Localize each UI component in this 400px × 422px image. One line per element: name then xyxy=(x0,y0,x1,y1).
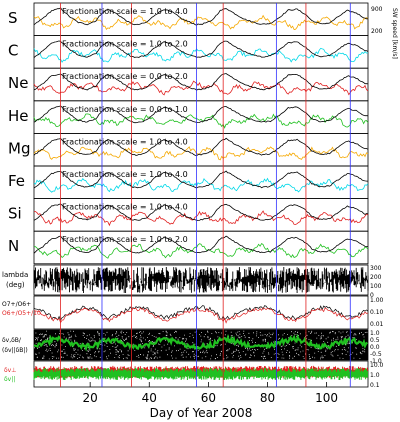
labels-group: S Fractionation scale = 1.0 to 4.0 C Fracti… xyxy=(2,6,398,389)
element-label-he: He xyxy=(8,107,29,125)
scale-label-s: Fractionation scale = 1.0 to 4.0 xyxy=(62,7,188,16)
ratio-tick-0: 10.0 xyxy=(370,362,384,369)
ratio-label-b: δv|| xyxy=(4,376,15,383)
fractionation-line-mg xyxy=(33,146,369,161)
x-tick-label-3: 80 xyxy=(260,391,275,405)
fractionation-line-s xyxy=(33,14,369,30)
x-axis-group: 20 40 60 80 100 Day of Year 2008 xyxy=(83,382,338,420)
ratio-label-a: δv⊥ xyxy=(4,367,16,374)
x-axis-label: Day of Year 2008 xyxy=(150,406,253,420)
scale-label-si: Fractionation scale = 1.0 to 4.0 xyxy=(62,203,188,212)
speed-line-fe xyxy=(33,170,368,189)
oxygen-tick-0: 1.00 xyxy=(370,297,384,304)
speed-tick-200: 200 xyxy=(371,28,383,35)
dv-tick-4: -1.0 xyxy=(370,358,382,365)
lambda-tick-3: 0 xyxy=(370,292,374,299)
fractionation-line-fe xyxy=(33,177,369,193)
ratio-tick-1: 1.0 xyxy=(370,372,380,379)
speed-tick-900: 900 xyxy=(371,6,383,13)
panels-group xyxy=(33,2,369,388)
x-tick-label-1: 40 xyxy=(142,391,157,405)
fractionation-line-ne xyxy=(33,80,369,96)
x-tick-label-0: 20 xyxy=(83,391,98,405)
element-label-c: C xyxy=(8,42,18,60)
element-label-si: Si xyxy=(8,205,22,223)
fractionation-line-c xyxy=(33,47,369,63)
dv-label-b: (δv||δB|) xyxy=(2,347,28,354)
speed-line-ne xyxy=(33,73,369,91)
oxygen-label-b: O6+/O5+/10 xyxy=(2,310,41,317)
scale-label-c: Fractionation scale = 1.0 to 2.0 xyxy=(62,40,188,49)
lambda-tick-2: 100 xyxy=(370,283,382,290)
speed-axis-label: SW speed [km/s] xyxy=(391,8,398,59)
element-label-n: N xyxy=(8,237,19,255)
element-label-s: S xyxy=(8,9,18,27)
lambda-label: lambda xyxy=(2,271,28,279)
dv-scatter xyxy=(34,330,368,360)
panel-frame-n xyxy=(33,230,369,265)
element-label-mg: Mg xyxy=(8,139,30,157)
dv-tick-1: 0.5 xyxy=(370,337,380,344)
speed-line-mg xyxy=(33,137,369,157)
fractionation-line-he xyxy=(33,113,369,129)
lambda-unit: (deg) xyxy=(6,281,25,289)
fractionation-line-n xyxy=(33,243,369,259)
speed-line-n xyxy=(33,235,369,254)
lambda-tick-0: 300 xyxy=(370,265,382,272)
dv-tick-0: 1.0 xyxy=(370,330,380,337)
oxygen-label-a: O7+/O6+ xyxy=(2,301,31,308)
speed-line-s xyxy=(33,7,369,26)
oxygen-o6-line xyxy=(33,307,369,324)
speed-line-he xyxy=(33,105,369,124)
x-tick-label-4: 100 xyxy=(315,391,338,405)
oxygen-panel-frame xyxy=(33,295,369,330)
lambda-data xyxy=(33,267,369,293)
oxygen-tick-2: 0.01 xyxy=(370,321,384,328)
scale-label-n: Fractionation scale = 1.0 to 2.0 xyxy=(62,235,188,244)
element-label-fe: Fe xyxy=(8,172,25,190)
dv-correlation-line xyxy=(33,333,368,352)
speed-line-c xyxy=(33,40,369,58)
dv-label-a: δv,δB/ xyxy=(2,337,22,344)
oxygen-tick-1: 0.10 xyxy=(370,309,384,316)
vertical-markers-group xyxy=(60,3,351,387)
ratio-par-data xyxy=(33,368,368,380)
x-tick-label-2: 60 xyxy=(201,391,216,405)
oxygen-o7-line xyxy=(33,305,369,321)
dv-tick-2: 0.0 xyxy=(370,344,380,351)
scale-label-he: Fractionation scale = 0.0 to 1.0 xyxy=(62,105,188,114)
lambda-tick-1: 200 xyxy=(370,274,382,281)
speed-line-si xyxy=(33,203,369,221)
element-label-ne: Ne xyxy=(8,74,28,92)
scale-label-mg: Fractionation scale = 1.0 to 4.0 xyxy=(62,137,188,146)
scale-label-ne: Fractionation scale = 0.0 to 2.0 xyxy=(62,72,188,81)
fractionation-line-si xyxy=(33,210,369,227)
dv-tick-3: -0.5 xyxy=(370,351,382,358)
scale-label-fe: Fractionation scale = 1.0 to 4.0 xyxy=(62,170,188,179)
ratio-tick-2: 0.1 xyxy=(370,382,380,389)
